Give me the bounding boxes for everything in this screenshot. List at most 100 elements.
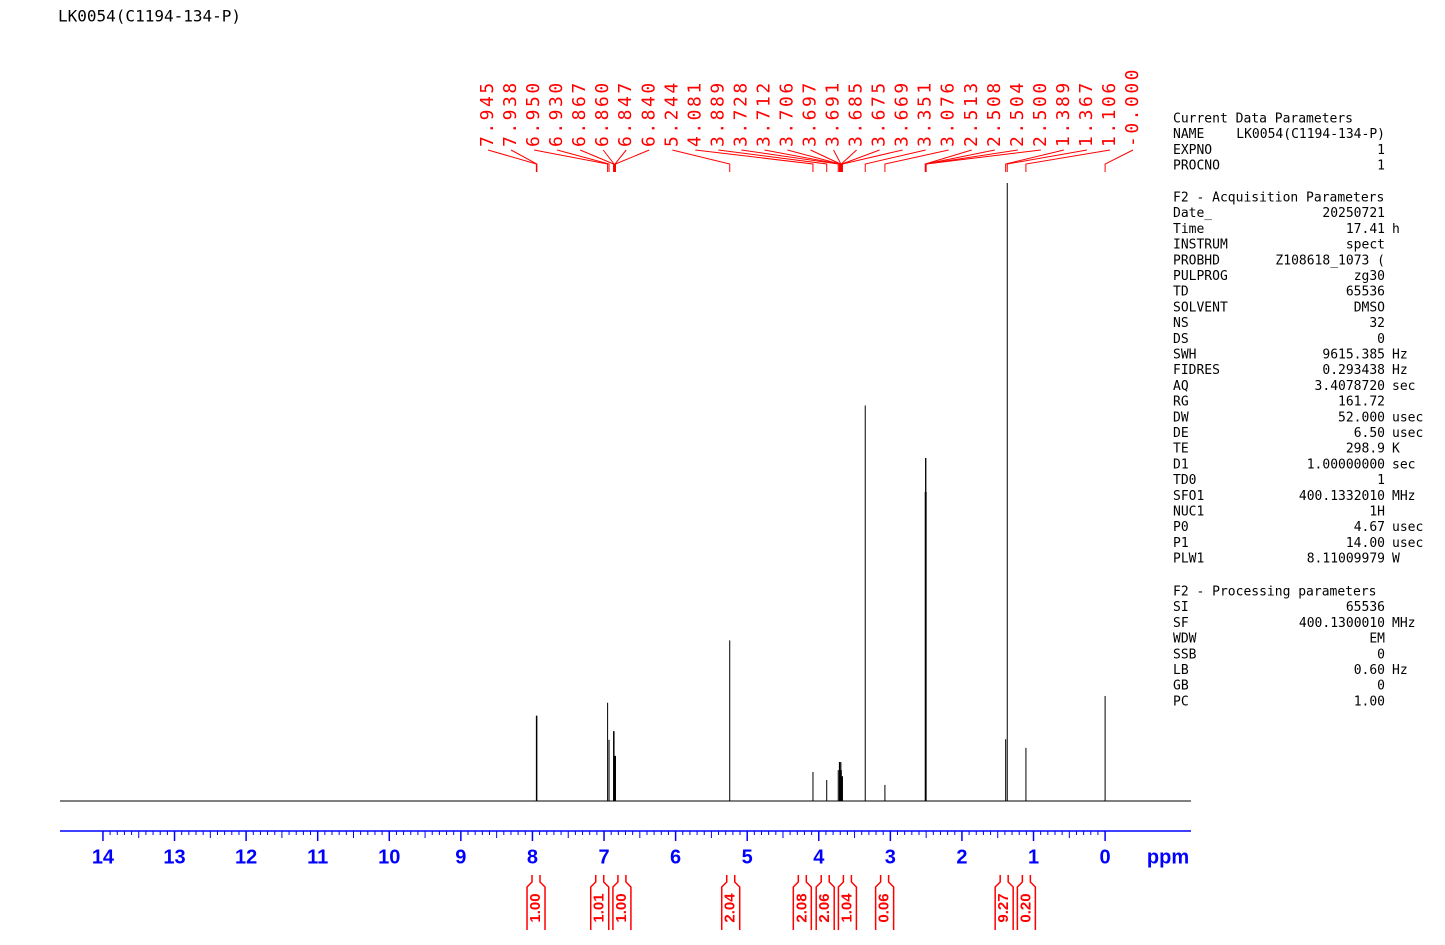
parameter-name: FIDRES xyxy=(1173,363,1220,378)
integral-label: 1.00 xyxy=(527,893,544,922)
parameter-value: 65536 xyxy=(1346,600,1385,615)
peak-leader xyxy=(602,149,615,172)
parameter-value: 298.9 xyxy=(1346,442,1385,457)
x-tick-label: 4 xyxy=(813,846,825,868)
parameter-name: PC xyxy=(1173,694,1189,709)
parameter-value: 20250721 xyxy=(1322,206,1385,221)
parameter-unit: usec xyxy=(1392,536,1423,551)
parameter-value: 3.4078720 xyxy=(1315,379,1385,394)
peak-leader xyxy=(487,149,537,172)
integral-label: 9.27 xyxy=(995,893,1012,922)
peak-label: 3.706 xyxy=(776,80,797,147)
peak-leader xyxy=(925,149,1041,172)
x-tick-label: 12 xyxy=(235,846,257,868)
integral-label: 2.04 xyxy=(722,893,739,923)
x-tick-label: 1 xyxy=(1028,846,1039,868)
parameter-name: NUC1 xyxy=(1173,505,1204,520)
peak-label: 1.389 xyxy=(1053,80,1074,147)
parameter-value: 1 xyxy=(1377,473,1385,488)
parameter-unit: Hz xyxy=(1392,363,1408,378)
peak-label: 3.889 xyxy=(707,80,728,147)
x-axis-label: ppm xyxy=(1147,846,1189,868)
peak-label: 1.106 xyxy=(1099,80,1120,147)
integral-bracket xyxy=(837,875,858,930)
peak-leader xyxy=(614,149,627,172)
parameter-value: 0 xyxy=(1377,332,1385,347)
peak-leader xyxy=(1104,149,1134,172)
parameter-unit: W xyxy=(1392,552,1400,567)
peak-label: 3.351 xyxy=(915,80,936,147)
peak-leader xyxy=(695,149,814,172)
peak-label: 6.847 xyxy=(615,80,636,147)
parameter-unit: K xyxy=(1392,442,1400,457)
parameter-name: Time xyxy=(1173,222,1204,237)
parameter-unit: sec xyxy=(1392,457,1415,472)
integral-bracket xyxy=(589,875,610,930)
parameter-unit: Hz xyxy=(1392,348,1408,363)
peak-label: 2.504 xyxy=(1007,80,1028,147)
parameter-name: Date_ xyxy=(1173,206,1212,221)
integral-label: 2.06 xyxy=(816,893,833,922)
parameter-value: zg30 xyxy=(1354,269,1385,284)
peak-leader xyxy=(841,149,903,172)
parameter-name: WDW xyxy=(1173,632,1197,647)
parameter-value: 1H xyxy=(1369,505,1385,520)
integral-bracket xyxy=(792,875,813,930)
integral-bracket xyxy=(815,875,835,930)
integral-label: 0.06 xyxy=(876,893,893,922)
integral-bracket xyxy=(612,875,632,930)
parameter-section-title: F2 - Acquisition Parameters xyxy=(1173,191,1384,206)
peak-label: 7.938 xyxy=(500,80,521,147)
peak-label: 2.513 xyxy=(961,80,982,147)
peak-label: 3.728 xyxy=(730,80,751,147)
parameter-name: TD xyxy=(1173,285,1189,300)
peak-leader xyxy=(841,149,880,172)
peak-leader xyxy=(672,149,731,172)
parameter-unit: h xyxy=(1392,222,1400,237)
parameter-name: TD0 xyxy=(1173,473,1196,488)
parameter-name: SOLVENT xyxy=(1173,300,1228,315)
peak-label: 2.500 xyxy=(1030,80,1051,147)
peak-label: 3.691 xyxy=(823,80,844,147)
integral-label: 0.20 xyxy=(1017,893,1034,922)
peak-label: 7.945 xyxy=(477,80,498,147)
parameter-value: 0.60 xyxy=(1354,663,1385,678)
parameter-value: spect xyxy=(1346,238,1385,253)
parameter-name: RG xyxy=(1173,395,1189,410)
parameter-value: 14.00 xyxy=(1346,536,1385,551)
parameter-name: SF xyxy=(1173,616,1189,631)
parameter-name: PROBHD xyxy=(1173,253,1220,268)
parameter-value: 400.1332010 xyxy=(1299,489,1385,504)
parameter-value: 6.50 xyxy=(1354,426,1385,441)
integral-label: 2.08 xyxy=(793,893,810,922)
parameter-value: 1.00 xyxy=(1354,694,1385,709)
parameter-name: DW xyxy=(1173,410,1189,425)
parameter-name: SFO1 xyxy=(1173,489,1204,504)
integral-label: 1.04 xyxy=(838,893,855,923)
parameter-name: INSTRUM xyxy=(1173,238,1228,253)
parameter-name: TE xyxy=(1173,442,1189,457)
parameter-name: P0 xyxy=(1173,520,1189,535)
x-tick-label: 8 xyxy=(527,846,538,868)
x-tick-label: 0 xyxy=(1100,846,1111,868)
x-tick-label: 9 xyxy=(455,846,466,868)
parameter-value: 0.293438 xyxy=(1322,363,1385,378)
parameter-unit: MHz xyxy=(1392,489,1415,504)
integral-bracket xyxy=(526,875,546,930)
parameter-name: PULPROG xyxy=(1173,269,1228,284)
peak-label: 3.076 xyxy=(938,80,959,147)
parameter-value: 1.00000000 xyxy=(1307,457,1385,472)
parameter-value: 17.41 xyxy=(1346,222,1385,237)
peak-label: 3.669 xyxy=(892,80,913,147)
parameter-value: LK0054(C1194-134-P) xyxy=(1236,127,1385,142)
peak-label: -0.000 xyxy=(1122,67,1143,147)
parameter-unit: MHz xyxy=(1392,616,1415,631)
chart-title: LK0054(C1194-134-P) xyxy=(58,7,241,26)
parameter-name: DE xyxy=(1173,426,1189,441)
parameter-value: 32 xyxy=(1369,316,1385,331)
parameter-value: 0 xyxy=(1377,647,1385,662)
parameter-name: SWH xyxy=(1173,348,1196,363)
integral-label: 1.01 xyxy=(591,893,608,922)
parameter-value: 65536 xyxy=(1346,285,1385,300)
